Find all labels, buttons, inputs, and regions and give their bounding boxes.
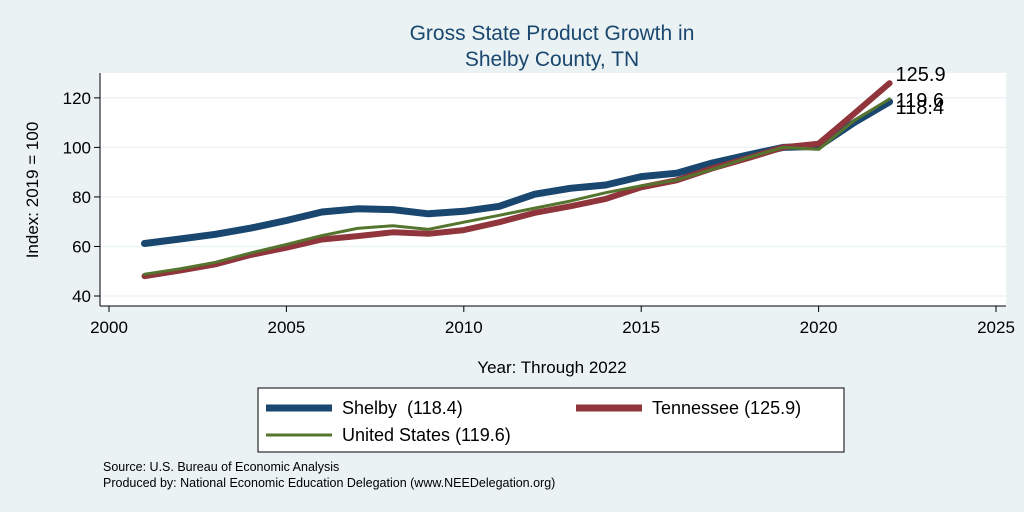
y-tick-label: 60 [72, 237, 91, 256]
y-axis-title: Index: 2019 = 100 [23, 122, 42, 259]
series-line-united-states [143, 97, 892, 276]
x-tick-label: 2010 [445, 318, 483, 337]
produced-by-note: Produced by: National Economic Education… [103, 476, 555, 490]
x-tick-label: 2025 [977, 318, 1015, 337]
series-lines [141, 80, 894, 280]
end-labels: 118.4 125.9 119.6 [896, 64, 946, 119]
chart-subtitle: Shelby County, TN [465, 48, 639, 71]
end-label-united-states: 119.6 [896, 90, 945, 112]
end-label-tennessee: 125.9 [896, 64, 946, 86]
end-label-shelby: 118.4 [896, 97, 945, 119]
legend: Shelby (118.4) Tennessee (125.9) United … [257, 387, 845, 453]
x-tick-label: 2015 [622, 318, 660, 337]
x-axis-title: Year: Through 2022 [477, 358, 626, 377]
gridlines [100, 97, 1006, 297]
y-tick-label: 40 [72, 287, 91, 306]
legend-label-shelby: Shelby (118.4) [342, 398, 463, 418]
axes: 40 60 80 100 120 2000 2005 2010 2015 2020 2025 [63, 73, 1015, 337]
legend-box [257, 387, 845, 453]
chart-title: Gross State Product Growth in [410, 22, 695, 45]
legend-label-tennessee: Tennessee (125.9) [652, 398, 801, 418]
x-tick-label: 2020 [800, 318, 838, 337]
y-tick-label: 120 [63, 89, 91, 108]
source-note: Source: U.S. Bureau of Economic Analysis [103, 460, 339, 474]
y-tick-label: 80 [72, 188, 91, 207]
y-tick-label: 100 [63, 138, 91, 157]
x-tick-label: 2000 [90, 318, 128, 337]
legend-label-united-states: United States (119.6) [342, 425, 511, 445]
x-tick-label: 2005 [267, 318, 305, 337]
